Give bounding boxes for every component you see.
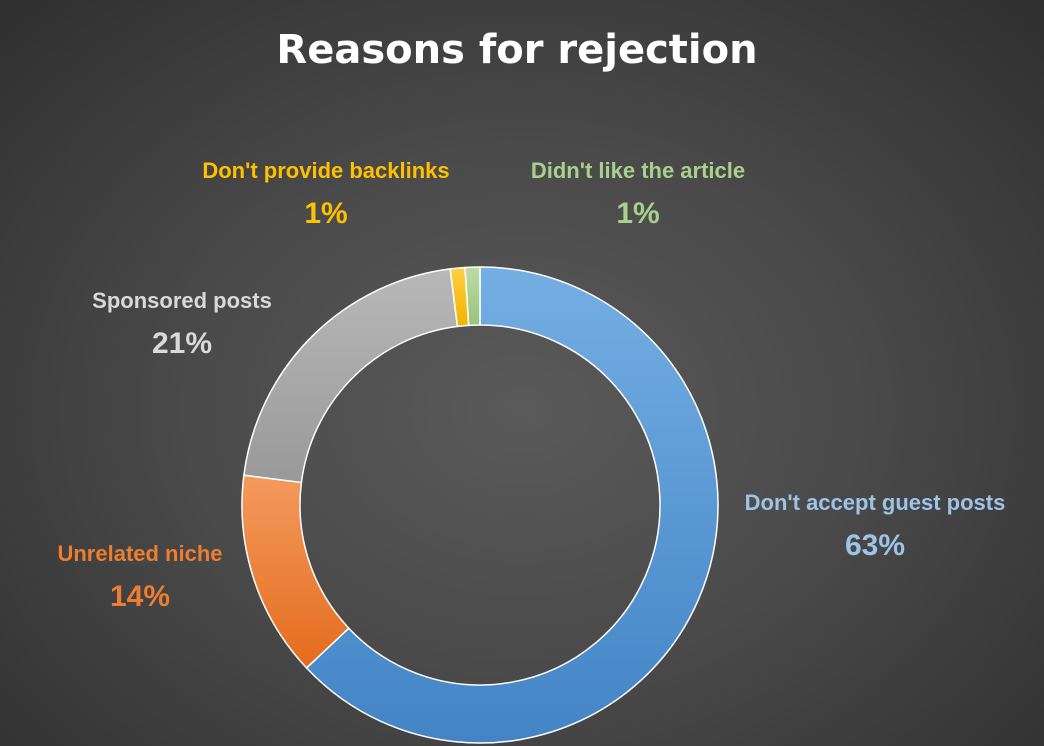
data-label-2: Unrelated niche 14% (57, 541, 222, 613)
donut-slice-3[interactable] (243, 268, 459, 484)
data-label-percent: 1% (616, 197, 659, 230)
data-label-percent: 1% (304, 197, 347, 230)
data-label-5: Didn't like the article 1% (531, 158, 745, 230)
donut-slices (241, 266, 719, 744)
data-label-name: Didn't like the article (531, 158, 745, 183)
data-label-name: Don't provide backlinks (202, 158, 449, 183)
data-label-name: Don't accept guest posts (745, 490, 1006, 515)
data-label-percent: 63% (845, 529, 905, 562)
donut-slice-1[interactable] (305, 266, 719, 744)
data-label-name: Unrelated niche (57, 541, 222, 566)
data-label-name: Sponsored posts (92, 288, 272, 313)
data-label-4: Don't provide backlinks 1% (202, 158, 449, 230)
donut-slice-2[interactable] (241, 474, 350, 669)
chart-title: Reasons for rejection (276, 27, 757, 73)
donut-slice-5[interactable] (464, 266, 481, 327)
data-label-percent: 21% (152, 327, 212, 360)
data-label-3: Sponsored posts 21% (92, 288, 272, 360)
data-labels: Don't accept guest posts 63% Unrelated nic… (57, 158, 1005, 613)
data-label-1: Don't accept guest posts 63% (745, 490, 1006, 562)
data-label-percent: 14% (110, 580, 170, 613)
